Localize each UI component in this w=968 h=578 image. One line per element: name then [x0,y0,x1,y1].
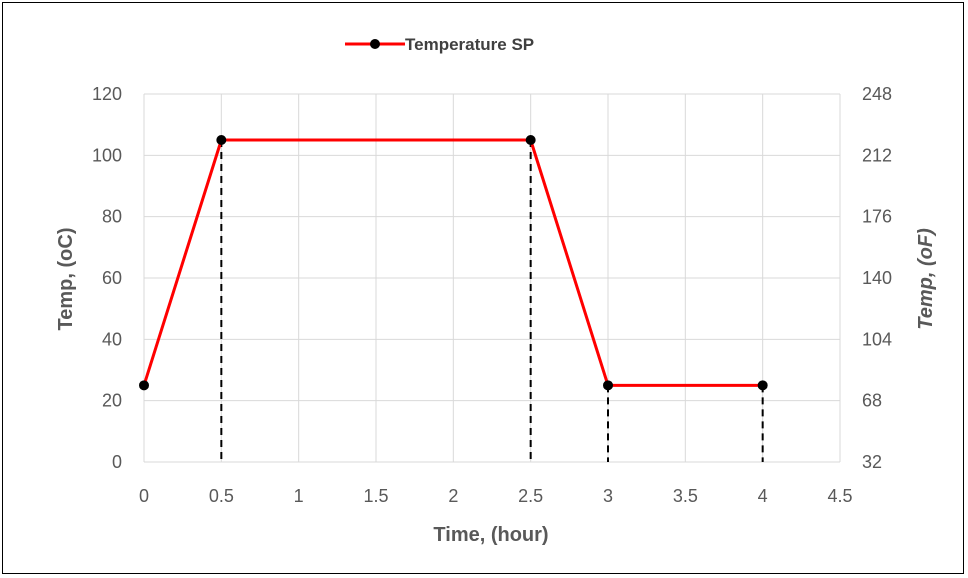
legend-marker-swatch [370,39,380,49]
x-tick-label: 3.5 [673,486,698,506]
y-tick-label-left: 100 [92,145,122,165]
y-tick-label-right: 104 [862,329,892,349]
y-tick-labels-left: 0 20 40 60 80 100 120 [92,84,122,472]
y-tick-label-right: 140 [862,268,892,288]
y-tick-label-left: 80 [102,207,122,227]
x-tick-label: 0.5 [209,486,234,506]
x-tick-label: 2.5 [518,486,543,506]
y-tick-label-right: 176 [862,207,892,227]
y-tick-label-right: 212 [862,145,892,165]
data-point [757,380,768,391]
y-tick-label-right: 32 [862,452,882,472]
x-tick-label: 2 [448,486,458,506]
x-tick-label: 3 [603,486,613,506]
y-tick-label-left: 60 [102,268,122,288]
x-axis-title: Time, (hour) [433,524,548,546]
y-axis-title-left: Temp, (oC) [55,228,77,331]
legend: Temperature SP [345,35,534,54]
y-tick-label-right: 248 [862,84,892,104]
data-point [139,380,149,391]
y-tick-label-left: 0 [112,452,122,472]
y-axis-title-right: Temp, (oF) [915,228,937,330]
y-tick-label-left: 20 [102,391,122,411]
legend-label: Temperature SP [405,35,534,54]
data-point [603,380,613,391]
y-tick-label-left: 40 [102,329,122,349]
x-tick-labels: 0 0.5 1 1.5 2 2.5 3 3.5 4 4.5 [139,486,853,506]
gridlines [143,93,841,463]
x-tick-label: 1 [294,486,304,506]
y-tick-labels-right: 32 68 104 140 176 212 248 [862,84,892,472]
x-tick-label: 4 [758,486,768,506]
data-point [216,135,227,145]
series-group [139,135,768,391]
y-tick-label-right: 68 [862,391,882,411]
drop-lines [220,140,764,462]
y-tick-label-left: 120 [92,84,122,104]
data-point [525,135,536,145]
x-tick-label: 0 [139,486,149,506]
x-tick-label: 1.5 [363,486,388,506]
x-tick-label: 4.5 [827,486,852,506]
